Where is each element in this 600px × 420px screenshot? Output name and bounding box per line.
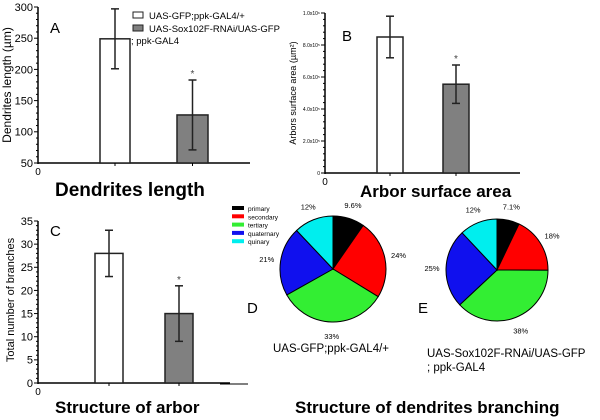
y-axis-label: Total number of branches (5, 237, 17, 362)
legend-swatch (232, 239, 244, 244)
y-tick-label: 5 (27, 355, 33, 367)
pie-caption: ; ppk-GAL4 (427, 362, 486, 374)
legend-label: tertiary (248, 223, 269, 230)
y-axis-label: Arbors surface area (µm²) (288, 41, 298, 144)
legend-swatch (232, 214, 244, 219)
y-tick-label: 35 (21, 216, 33, 228)
origin-label: 0 (35, 387, 41, 398)
y-tick-label: 8.0x10⁵ (303, 43, 320, 49)
legend-swatch (132, 11, 144, 19)
pie-chart-e: 7.1% 18% 38% 25% 12% E UAS-Sox102F-RNAi/UAS-GF… (418, 203, 586, 374)
y-tick-label: 15 (21, 308, 33, 320)
y-tick-label: 150 (15, 95, 33, 107)
slice-value-label: 7.1% (503, 203, 520, 212)
origin-label: 0 (322, 177, 328, 188)
legend-label: UAS-Sox102F-RNAi/UAS-GFP (149, 24, 280, 35)
y-tick-label: 6.0x10⁵ (303, 75, 320, 81)
slice-value-label: 9.6% (344, 201, 361, 210)
pie-caption: UAS-Sox102F-RNAi/UAS-GFP (427, 348, 586, 360)
chart-title: Arbor surface area (360, 182, 512, 201)
pie-slice-secondary (496, 223, 549, 271)
y-tick-label: 200 (15, 64, 33, 76)
y-tick-label: 2.0x10⁵ (303, 139, 320, 145)
y-tick-label: 250 (15, 33, 33, 45)
legend: UAS-GFP;ppk-GAL4/+ UAS-Sox102F-RNAi/UAS-G… (131, 11, 280, 47)
legend-label: secondary (248, 214, 279, 221)
bar-chart-b: 0 2.0x10⁵ 4.0x10⁵ 6.0x10⁵ 8.0x10⁵ 1.0x10⁶ 0 Arb… (288, 11, 520, 201)
bar (376, 36, 404, 174)
legend-label: UAS-GFP;ppk-GAL4/+ (149, 11, 245, 22)
y-tick-label: 100 (15, 127, 33, 139)
panel-label: A (50, 20, 60, 37)
pie-slice-tertiary (459, 269, 549, 322)
slice-value-label: 12% (466, 206, 481, 215)
pie-slice-secondary (332, 224, 387, 298)
slice-value-label: 38% (513, 327, 528, 336)
significance-marker: * (177, 275, 181, 286)
panel-label: E (418, 300, 428, 317)
legend-label: quinary (248, 239, 270, 246)
panel-label: D (247, 300, 258, 317)
y-tick-label: 1.0x10⁶ (303, 11, 320, 17)
legend-label: quaternary (248, 231, 280, 238)
chart-title: Dendrites length (55, 180, 205, 201)
slice-value-label: 33% (324, 332, 339, 341)
legend-label: primary (248, 206, 270, 213)
bar-chart-a: 50 100 150 200 250 300 0 Dendrites length (µm) A… (0, 2, 250, 201)
y-axis-label: Dendrites length (µm) (0, 27, 14, 143)
bar-chart-c: 0 5 10 15 20 25 30 35 0 Total number of branches C… (5, 216, 230, 417)
y-tick-label: 20 (21, 285, 33, 297)
slice-value-label: 24% (391, 251, 406, 260)
origin-label: 0 (35, 167, 41, 178)
pie-slice-quinary (295, 215, 334, 271)
significance-marker: * (191, 69, 195, 80)
legend-swatch (232, 206, 244, 210)
legend-swatch (232, 230, 244, 235)
y-tick-label: 300 (15, 2, 33, 14)
panel-label: C (50, 223, 61, 240)
pie-caption: UAS-GFP;ppk-GAL4/+ (273, 343, 389, 355)
y-tick-label: 50 (21, 158, 33, 170)
significance-marker: * (454, 54, 458, 65)
legend-swatch (132, 24, 144, 32)
slice-value-label: 18% (545, 231, 560, 240)
y-tick-label: 10 (21, 332, 33, 344)
chart-title: Structure of arbor (55, 398, 200, 417)
y-tick-label: 0 (317, 171, 320, 177)
pie-slice-quaternary (279, 229, 334, 296)
slice-value-label: 21% (259, 255, 274, 264)
slice-value-label: 12% (301, 203, 316, 212)
y-tick-label: 4.0x10⁵ (303, 107, 320, 113)
y-tick-label: 25 (21, 262, 33, 274)
y-tick-label: 0 (27, 378, 33, 390)
slice-value-label: 25% (425, 264, 440, 273)
pie-slice-quinary (461, 218, 498, 272)
panel-label: B (342, 28, 352, 45)
pie-chart-d: 9.6% 24% 33% 21% 12% D UAS-GFP;ppk-GAL4/+ (247, 201, 406, 355)
legend-swatch (232, 222, 244, 227)
y-tick-label: 30 (21, 239, 33, 251)
pie-slice-quaternary (445, 232, 498, 306)
legend-label: ; ppk-GAL4 (131, 36, 179, 47)
pie-section-title: Structure of dendrites branching (295, 398, 559, 417)
